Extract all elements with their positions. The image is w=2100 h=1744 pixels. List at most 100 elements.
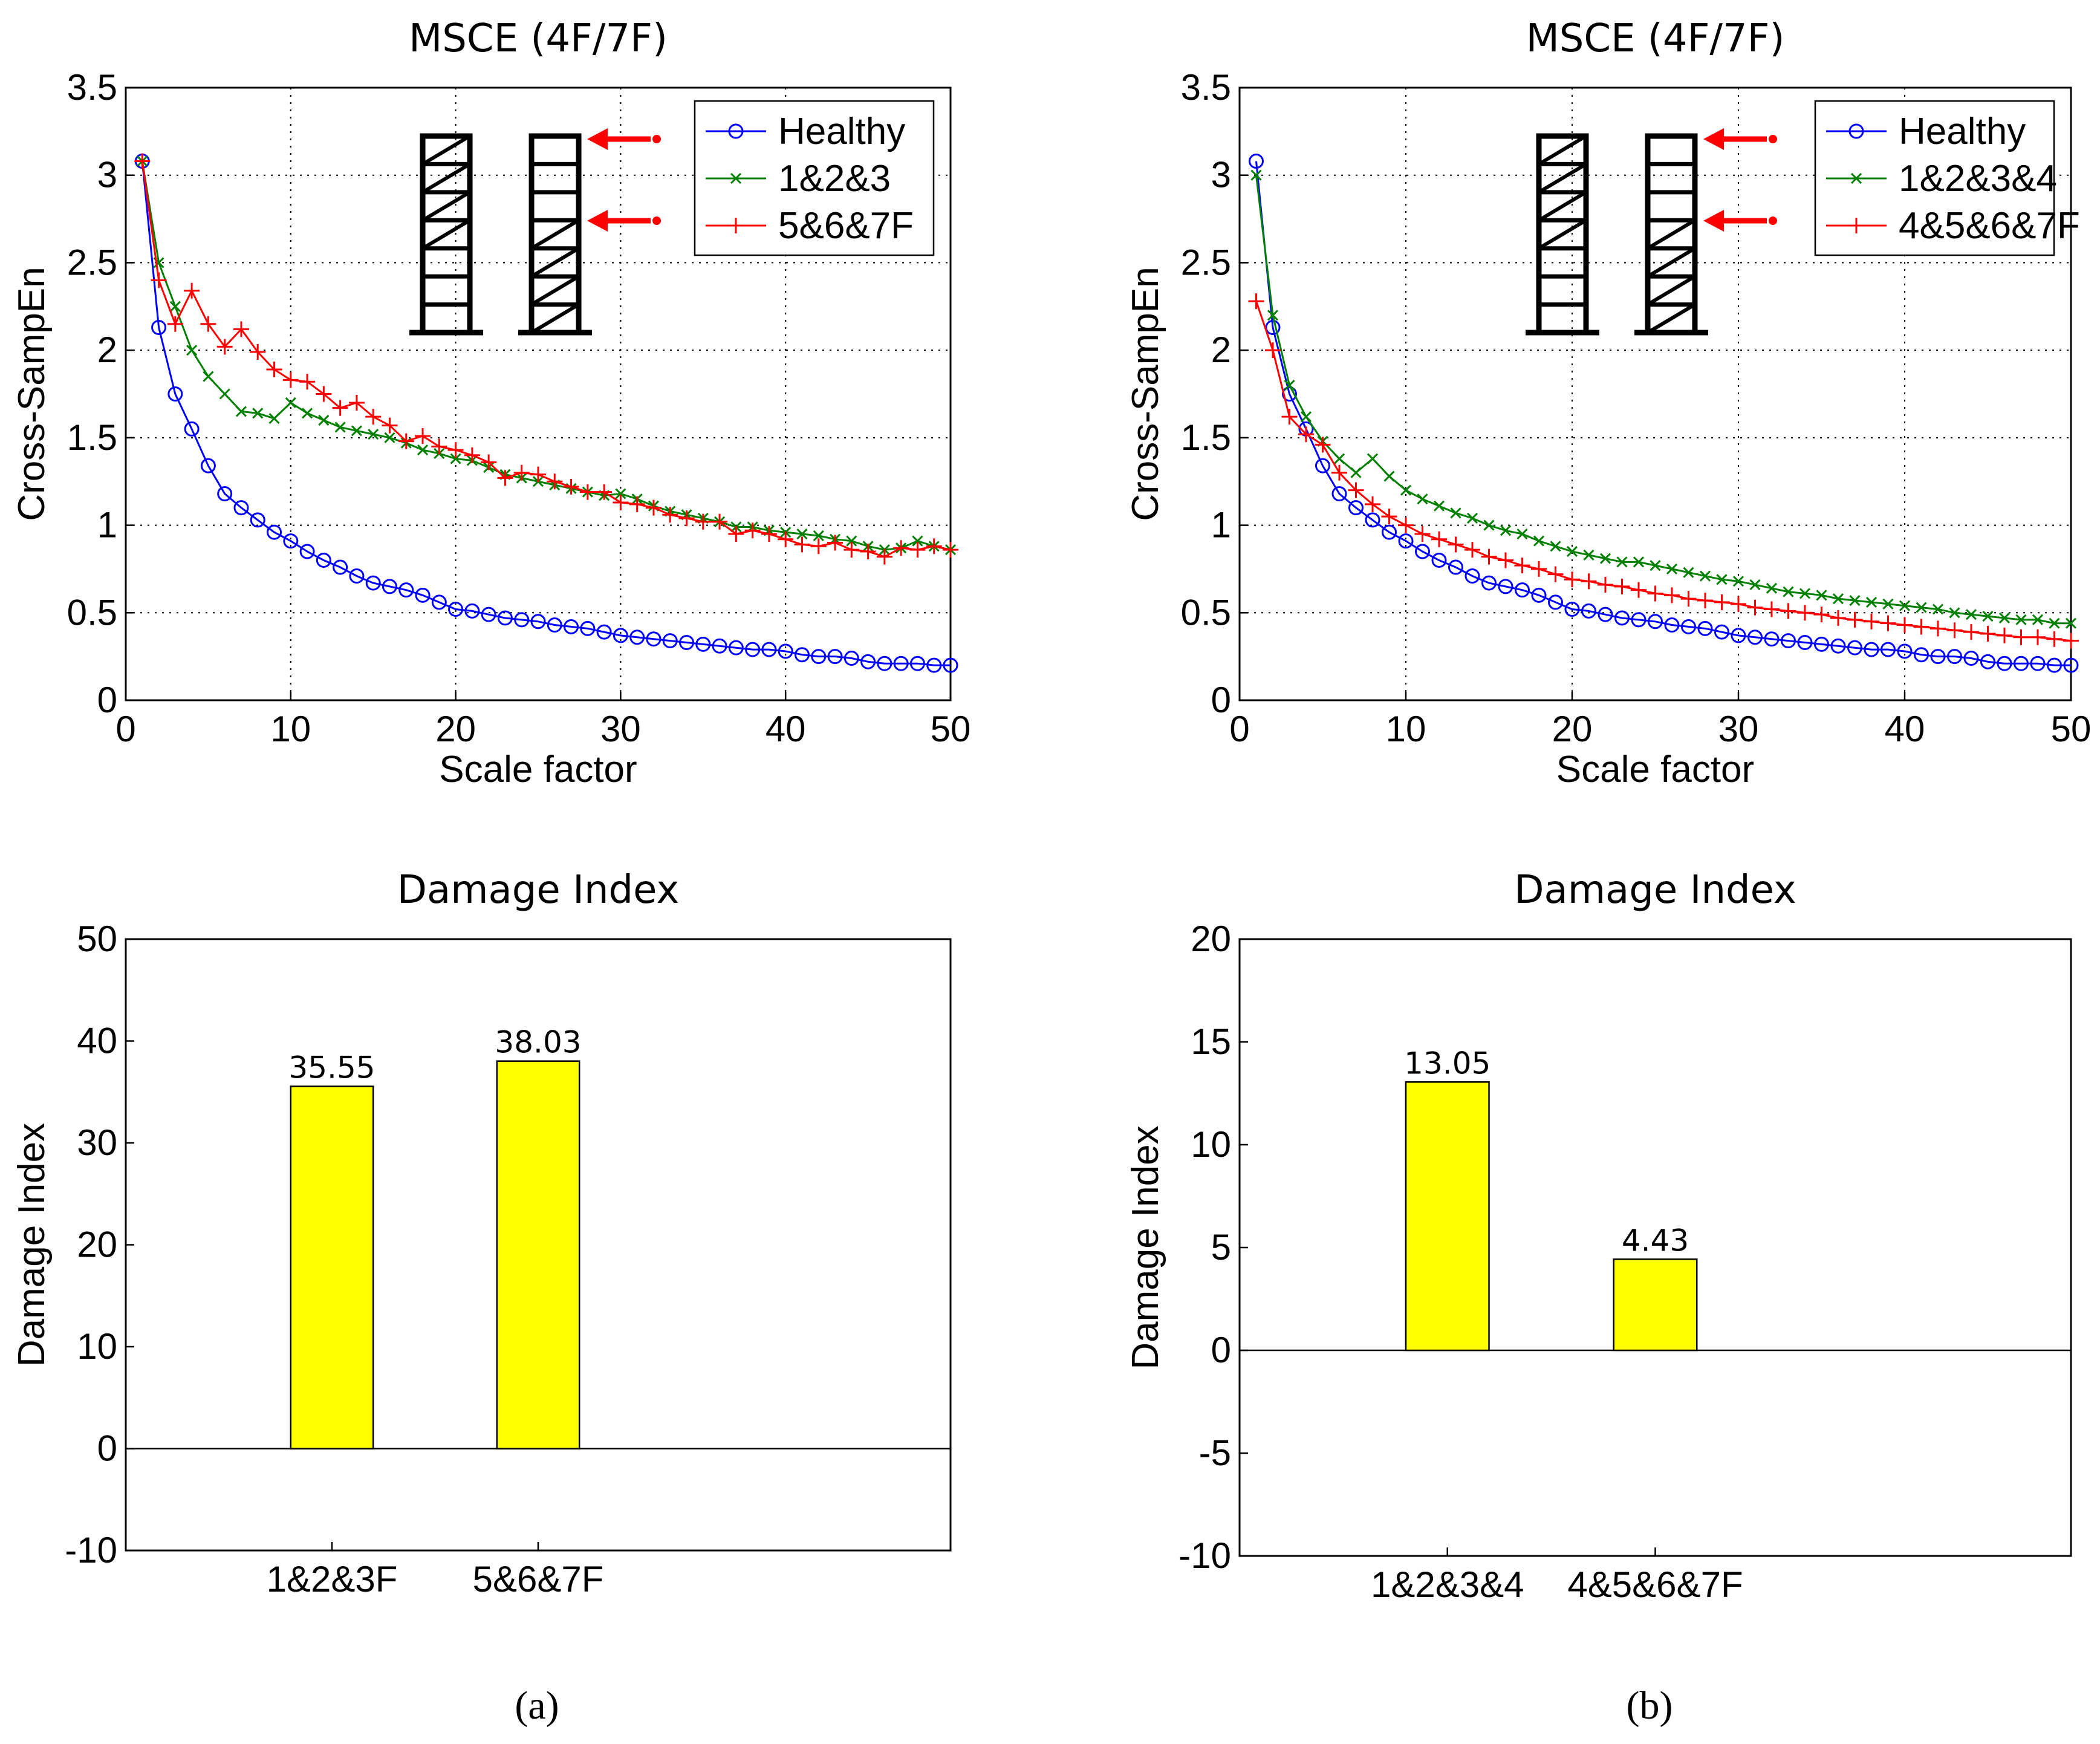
data-point xyxy=(1547,566,1564,582)
data-point xyxy=(431,438,447,455)
arrow-star xyxy=(1769,216,1777,225)
legend-marker xyxy=(728,218,744,233)
data-point xyxy=(1897,617,1913,633)
data-point xyxy=(1847,611,1863,628)
data-point xyxy=(876,548,892,565)
chart-a-line: 0 10 20 30 40 50 0 0.5 1 1.5 2 2.5 3 3.5 Scale factor C… xyxy=(11,16,970,790)
data-point xyxy=(1514,558,1530,574)
data-point xyxy=(1333,453,1345,464)
data-point xyxy=(1265,342,1281,359)
y-tick-label: 3.5 xyxy=(1181,67,1231,108)
data-point xyxy=(250,344,266,360)
data-point xyxy=(1448,559,1463,575)
data-point xyxy=(596,624,612,640)
data-point xyxy=(1714,594,1730,610)
data-point xyxy=(415,587,431,603)
data-point xyxy=(1415,544,1430,559)
data-point xyxy=(1764,601,1780,617)
data-point xyxy=(1581,573,1597,590)
data-point xyxy=(268,412,280,425)
data-point xyxy=(846,535,857,547)
data-point xyxy=(1664,587,1680,604)
data-point xyxy=(1899,600,1911,611)
data-point xyxy=(2063,657,2079,673)
data-point xyxy=(1466,512,1478,524)
data-point xyxy=(1614,578,1630,594)
data-point xyxy=(1830,610,1846,626)
x-tick-label: 10 xyxy=(1386,709,1426,749)
data-point xyxy=(1997,656,2012,671)
data-point xyxy=(365,409,382,425)
frame-brace xyxy=(421,134,471,166)
data-point xyxy=(893,540,909,556)
data-point xyxy=(827,649,843,665)
frame-sketch xyxy=(518,133,593,336)
data-point xyxy=(200,316,216,332)
data-point xyxy=(1916,602,1927,613)
data-point xyxy=(267,524,282,540)
frame-brace xyxy=(1647,218,1696,250)
data-point xyxy=(1515,582,1530,598)
data-point xyxy=(1398,517,1414,533)
x-axis-label: Scale factor xyxy=(439,749,637,790)
data-point xyxy=(579,484,596,500)
data-point xyxy=(252,408,264,419)
data-point xyxy=(184,282,200,299)
data-point xyxy=(1598,576,1613,593)
data-point xyxy=(580,620,596,636)
data-point xyxy=(827,535,844,551)
y-tick-label: 3.5 xyxy=(67,67,117,108)
caption-a: (a) xyxy=(515,1684,559,1728)
data-point xyxy=(678,510,695,526)
data-point xyxy=(417,444,429,456)
data-point xyxy=(200,458,216,473)
y-tick-label: 1 xyxy=(1211,505,1231,545)
data-point xyxy=(1448,536,1464,553)
data-point xyxy=(1348,500,1364,516)
arrow-head xyxy=(587,128,608,150)
data-point xyxy=(615,488,626,499)
frame-outline xyxy=(420,133,473,336)
data-point xyxy=(481,454,497,470)
data-point xyxy=(613,628,628,643)
x-tick-label: 1&2&3&4 xyxy=(1371,1564,1524,1605)
data-point xyxy=(1914,647,1929,663)
data-point xyxy=(1464,542,1480,558)
data-point xyxy=(1248,293,1264,310)
y-tick-label: 10 xyxy=(77,1326,117,1367)
data-point xyxy=(1367,453,1379,464)
data-point xyxy=(184,421,200,437)
data-point xyxy=(513,464,530,481)
data-point xyxy=(1830,638,1846,654)
data-point xyxy=(1880,615,1896,631)
data-point xyxy=(1531,561,1547,577)
building-sketch-inset xyxy=(1526,128,1777,336)
data-point xyxy=(547,617,562,633)
data-point xyxy=(299,374,316,390)
x-tick-label: 50 xyxy=(2051,709,2092,749)
bar xyxy=(1613,1258,1698,1352)
data-point xyxy=(450,453,461,464)
data-point xyxy=(333,559,348,575)
data-point xyxy=(332,400,348,416)
frame-brace xyxy=(1538,190,1587,222)
data-point xyxy=(893,656,909,671)
data-point xyxy=(2032,614,2044,625)
data-point xyxy=(745,642,761,657)
data-point xyxy=(1764,631,1780,647)
y-axis-label: Damage Index xyxy=(1125,1125,1166,1369)
y-axis-label: Damage Index xyxy=(11,1123,53,1367)
data-point xyxy=(384,432,395,443)
data-point xyxy=(334,421,346,433)
data-point xyxy=(2030,656,2046,671)
arrow-head xyxy=(1703,210,1724,232)
y-tick-label: 0.5 xyxy=(67,592,117,633)
data-point xyxy=(1731,628,1746,643)
data-point xyxy=(1930,649,1946,665)
frame-brace xyxy=(421,190,471,222)
data-point xyxy=(1533,535,1545,547)
data-point xyxy=(167,386,183,402)
data-point xyxy=(860,654,876,669)
data-point xyxy=(2046,631,2063,647)
data-point xyxy=(813,530,824,541)
